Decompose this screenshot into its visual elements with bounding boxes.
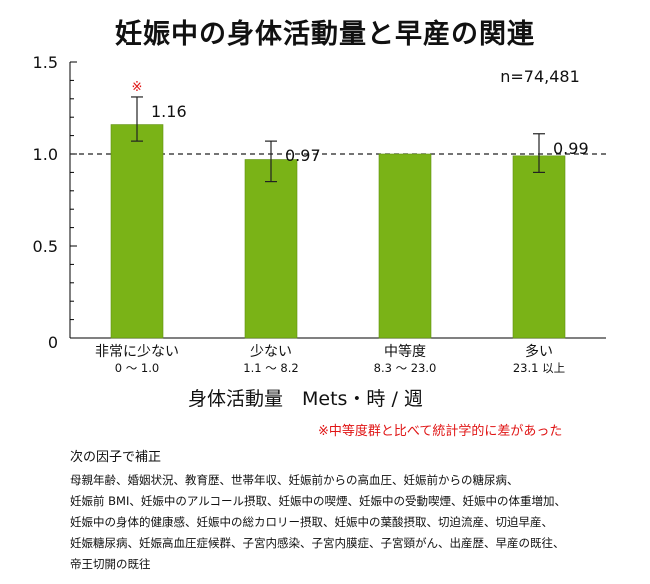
bar [110,124,164,339]
data-label: 0.99 [553,139,589,158]
y-tick-label: 0.5 [33,237,58,256]
data-label: 0.97 [285,146,321,165]
adjustment-line: 妊娠糖尿病、妊娠高血圧症候群、子宮内感染、子宮内膜症、子宮頸がん、出産歴、早産の… [70,536,565,550]
y-tick-label: 0 [48,333,58,352]
adjustment-heading: 次の因子で補正 [70,450,162,465]
category-label: 少ない [250,344,292,360]
adjustment-line: 妊娠中の身体的健康感、妊娠中の総カロリー摂取、妊娠中の葉酸摂取、切迫流産、切迫早… [70,515,553,529]
chart-title: 妊娠中の身体活動量と早産の関連 [115,19,535,50]
adjustment-line: 帝王切開の既往 [70,557,151,571]
bar [244,159,298,339]
category-label: 多い [525,343,553,360]
significance-note: ※中等度群と比べて統計学的に差があった [318,424,563,439]
sample-size-label: n=74,481 [500,67,580,86]
y-tick-label: 1.5 [33,53,58,72]
significance-marker: ※ [132,80,143,95]
category-label: 中等度 [384,343,426,360]
adjustment-line: 妊娠前 BMI、妊娠中のアルコール摂取、妊娠中の喫煙、妊娠中の受動喫煙、妊娠中の… [70,494,567,508]
category-label: 非常に少ない [95,344,179,360]
x-axis-title: 身体活動量 Mets・時 / 週 [188,388,423,410]
category-range: 8.3 〜 23.0 [374,361,437,375]
adjustment-factors: 母親年齢、婚姻状況、教育歴、世帯年収、妊娠前からの高血圧、妊娠前からの糖尿病、妊… [70,470,566,575]
bar [512,155,566,339]
category-range: 1.1 〜 8.2 [243,361,298,375]
y-tick-label: 1.0 [33,145,58,164]
bar [378,153,432,339]
category-range: 23.1 以上 [513,361,565,375]
category-range: 0 〜 1.0 [115,361,159,375]
data-label: 1.16 [151,102,187,121]
adjustment-line: 母親年齢、婚姻状況、教育歴、世帯年収、妊娠前からの高血圧、妊娠前からの糖尿病、 [70,473,519,487]
